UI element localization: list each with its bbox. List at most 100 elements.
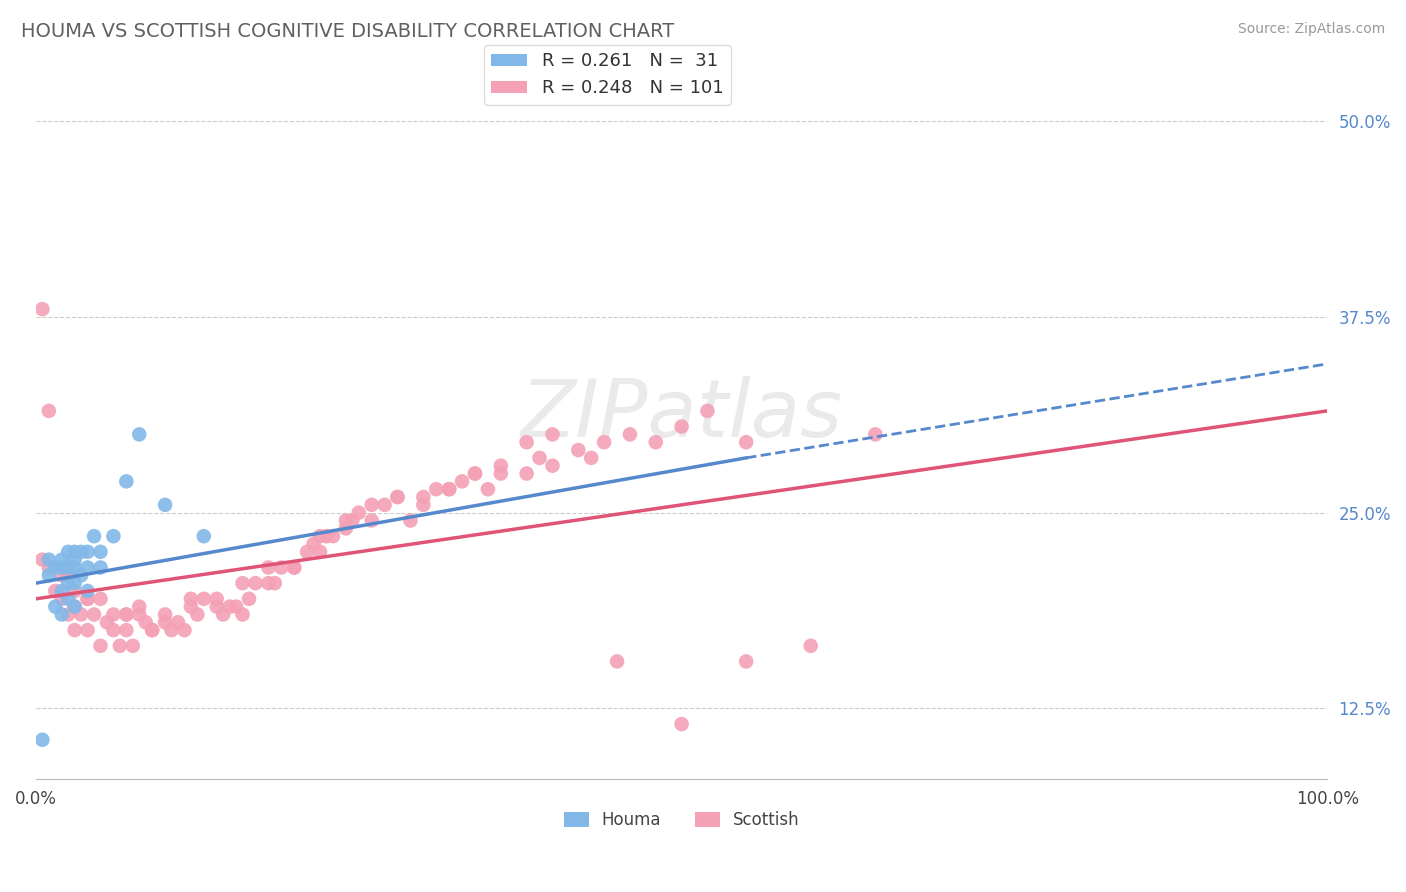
Point <box>193 591 215 606</box>
Point <box>115 607 138 622</box>
Point <box>76 591 98 606</box>
Point <box>167 615 190 630</box>
Point <box>51 552 73 566</box>
Point <box>128 599 150 614</box>
Point <box>63 545 86 559</box>
Point <box>412 498 434 512</box>
Point <box>51 560 73 574</box>
Point <box>541 427 564 442</box>
Point <box>38 404 60 418</box>
Point <box>387 490 409 504</box>
Point <box>180 591 202 606</box>
Point <box>83 529 105 543</box>
Point <box>342 514 364 528</box>
Point <box>671 717 693 731</box>
Point <box>44 584 66 599</box>
Point <box>58 545 80 559</box>
Point <box>70 607 93 622</box>
Point <box>76 584 98 599</box>
Point <box>735 435 758 450</box>
Point <box>76 560 98 574</box>
Point <box>412 490 434 504</box>
Text: HOUMA VS SCOTTISH COGNITIVE DISABILITY CORRELATION CHART: HOUMA VS SCOTTISH COGNITIVE DISABILITY C… <box>21 22 675 41</box>
Point <box>516 467 538 481</box>
Point <box>89 545 111 559</box>
Point <box>315 529 337 543</box>
Point <box>644 435 666 450</box>
Point <box>477 482 499 496</box>
Point <box>51 607 73 622</box>
Point <box>63 576 86 591</box>
Point <box>103 529 125 543</box>
Point <box>70 545 93 559</box>
Text: ZIPatlas: ZIPatlas <box>520 376 842 454</box>
Point <box>76 591 98 606</box>
Point <box>115 623 138 637</box>
Point <box>76 623 98 637</box>
Point <box>425 482 447 496</box>
Point <box>374 498 396 512</box>
Point <box>58 576 80 591</box>
Point <box>63 584 86 599</box>
Point <box>360 498 382 512</box>
Point <box>31 552 53 566</box>
Point <box>63 599 86 614</box>
Point <box>309 545 332 559</box>
Point <box>115 475 138 489</box>
Point <box>671 419 693 434</box>
Point <box>593 435 616 450</box>
Point <box>387 490 409 504</box>
Point <box>108 639 131 653</box>
Point <box>399 514 422 528</box>
Point <box>38 560 60 574</box>
Point <box>70 568 93 582</box>
Point <box>141 623 163 637</box>
Point <box>58 591 80 606</box>
Point <box>295 545 318 559</box>
Point <box>464 467 486 481</box>
Point <box>245 576 267 591</box>
Point <box>38 568 60 582</box>
Point <box>51 591 73 606</box>
Point <box>205 591 228 606</box>
Point <box>232 607 254 622</box>
Point <box>696 404 718 418</box>
Point <box>302 537 325 551</box>
Point <box>58 560 80 574</box>
Text: Source: ZipAtlas.com: Source: ZipAtlas.com <box>1237 22 1385 37</box>
Point <box>63 599 86 614</box>
Point <box>263 576 285 591</box>
Point <box>51 568 73 582</box>
Point <box>205 599 228 614</box>
Point <box>335 521 357 535</box>
Point <box>89 591 111 606</box>
Point <box>153 498 176 512</box>
Point <box>451 475 474 489</box>
Point <box>160 623 183 637</box>
Point <box>153 615 176 630</box>
Point <box>232 576 254 591</box>
Point <box>173 623 195 637</box>
Point <box>89 560 111 574</box>
Point <box>347 506 370 520</box>
Point <box>135 615 157 630</box>
Point <box>516 435 538 450</box>
Point <box>115 607 138 622</box>
Point <box>44 560 66 574</box>
Point <box>121 639 143 653</box>
Point <box>89 639 111 653</box>
Point <box>63 560 86 574</box>
Point <box>606 655 628 669</box>
Point <box>579 450 602 465</box>
Point <box>437 482 460 496</box>
Point <box>63 552 86 566</box>
Point <box>735 655 758 669</box>
Point <box>270 560 292 574</box>
Point <box>128 427 150 442</box>
Point <box>103 607 125 622</box>
Point <box>335 514 357 528</box>
Point <box>489 467 512 481</box>
Point <box>800 639 823 653</box>
Point <box>128 607 150 622</box>
Point <box>322 529 344 543</box>
